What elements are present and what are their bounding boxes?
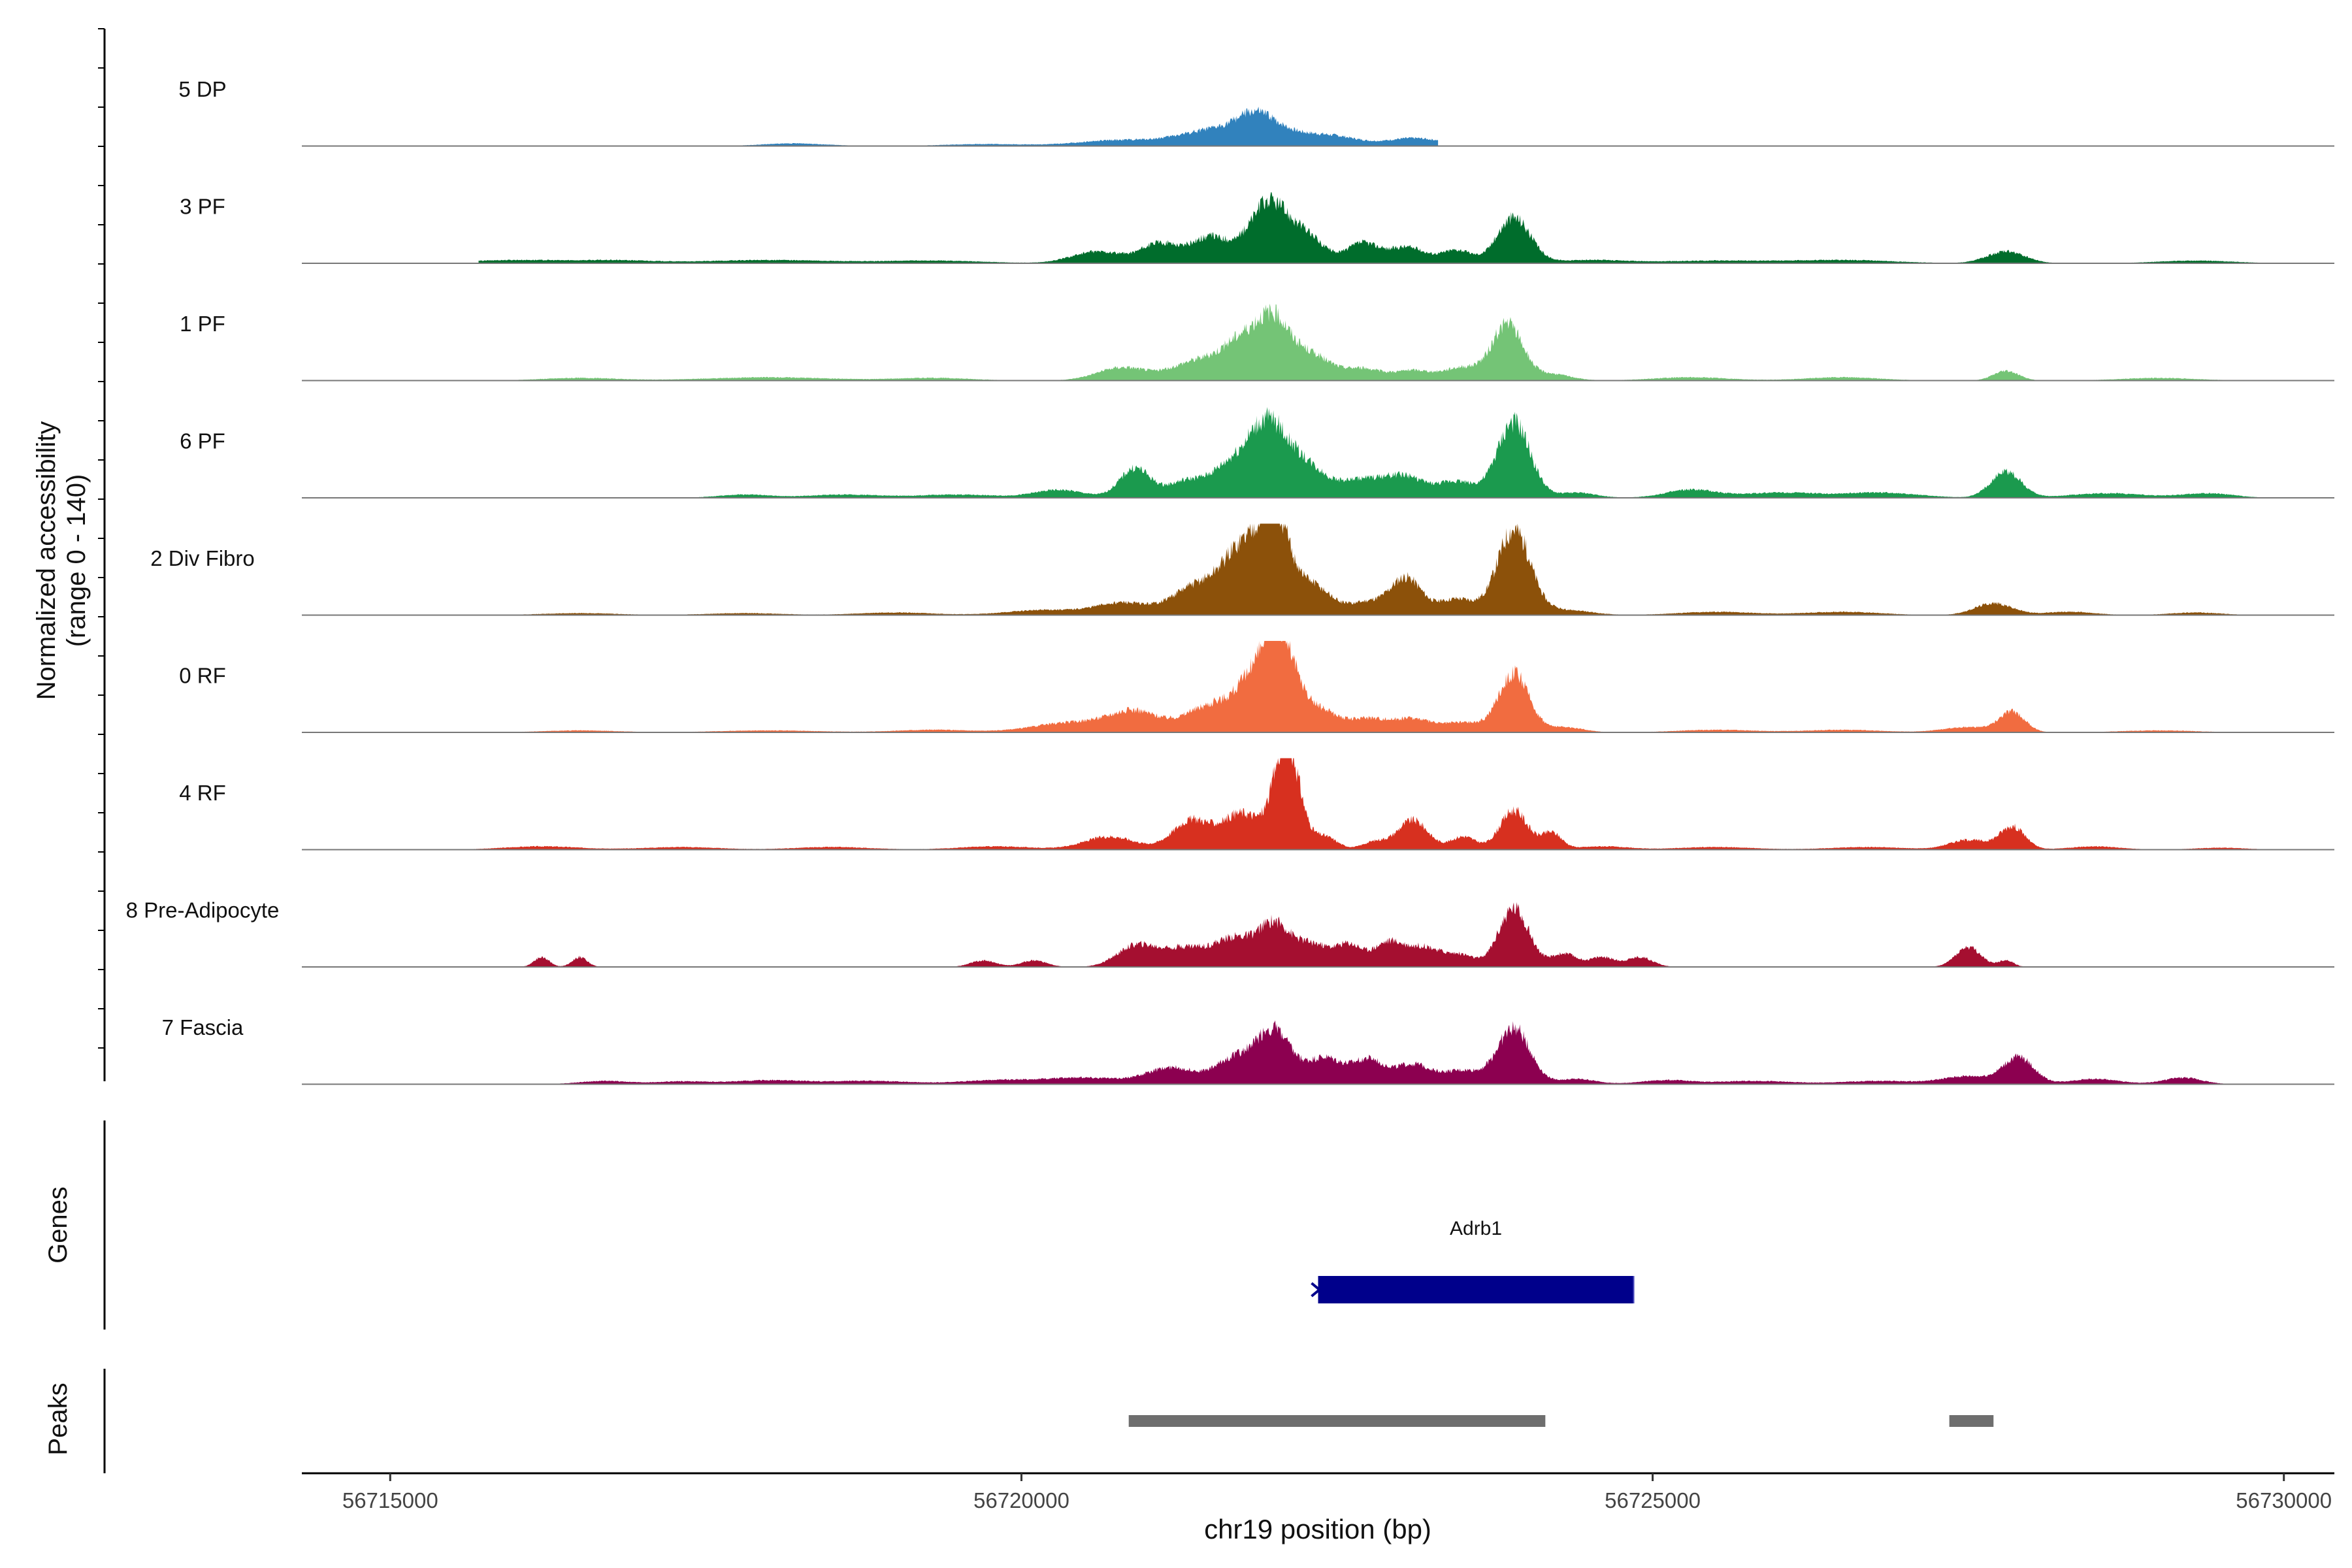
track-label: 5 DP bbox=[178, 77, 226, 101]
gene-track: Adrb1 bbox=[1311, 1218, 1635, 1303]
coverage-area bbox=[466, 758, 2259, 850]
track-label: 4 RF bbox=[179, 781, 226, 805]
ylabel-line1: Normalized accessibility bbox=[32, 421, 61, 700]
coverage-tracks: 5 DP 3 PF 1 PF 6 PF 2 Div Fibro 0 RF 4 RF 8 Pre… bbox=[126, 77, 2334, 1085]
coverage-area bbox=[466, 641, 2259, 732]
coverage-area bbox=[478, 192, 2259, 263]
track-7-fascia: 7 Fascia bbox=[162, 1015, 2334, 1085]
peaks-panel-label: Peaks bbox=[44, 1382, 73, 1455]
track-label: 0 RF bbox=[179, 664, 226, 688]
track-label: 2 Div Fibro bbox=[150, 546, 255, 570]
left-axes bbox=[98, 28, 106, 1473]
coverage-area bbox=[491, 106, 1439, 146]
track-8-pre-adipocyte: 8 Pre-Adipocyte bbox=[126, 898, 2334, 968]
track-label: 6 PF bbox=[180, 429, 225, 453]
track-5-dp: 5 DP bbox=[178, 77, 2334, 147]
track-4-rf: 4 RF bbox=[179, 758, 2334, 851]
track-0-rf: 0 RF bbox=[179, 641, 2334, 733]
track-label: 7 Fascia bbox=[162, 1015, 244, 1039]
track-label: 3 PF bbox=[180, 195, 225, 219]
x-tick-label: 56730000 bbox=[2236, 1488, 2332, 1512]
genes-panel-label: Genes bbox=[44, 1186, 73, 1264]
coverage-area bbox=[466, 303, 2259, 381]
track-label: 1 PF bbox=[180, 312, 225, 336]
ylabel-line2: (range 0 - 140) bbox=[62, 474, 91, 647]
gene-body bbox=[1318, 1276, 1634, 1303]
x-ticks: 56715000 56720000 56725000 56730000 bbox=[342, 1473, 2332, 1512]
strand-arrow-icon bbox=[1311, 1282, 1322, 1298]
coverage-area bbox=[453, 902, 2259, 967]
track-3-pf: 3 PF bbox=[180, 192, 2334, 264]
peak-track bbox=[1128, 1415, 1994, 1427]
peak-region bbox=[1949, 1415, 1994, 1427]
track-2-div-fibro: 2 Div Fibro bbox=[150, 523, 2334, 616]
track-label: 8 Pre-Adipocyte bbox=[126, 898, 280, 923]
gene-label: Adrb1 bbox=[1450, 1218, 1502, 1239]
x-tick-label: 56720000 bbox=[973, 1488, 1070, 1512]
coverage-area bbox=[491, 1020, 2259, 1085]
x-tick-label: 56715000 bbox=[342, 1488, 438, 1512]
track-6-pf: 6 PF bbox=[180, 407, 2334, 498]
coverage-area bbox=[491, 523, 2259, 615]
peak-region bbox=[1128, 1415, 1546, 1427]
coverage-area bbox=[693, 407, 2259, 498]
track-1-pf: 1 PF bbox=[180, 303, 2334, 382]
gene-adrb1: Adrb1 bbox=[1311, 1218, 1635, 1303]
x-tick-label: 56725000 bbox=[1605, 1488, 1701, 1512]
x-axis-label: chr19 position (bp) bbox=[1204, 1514, 1431, 1544]
